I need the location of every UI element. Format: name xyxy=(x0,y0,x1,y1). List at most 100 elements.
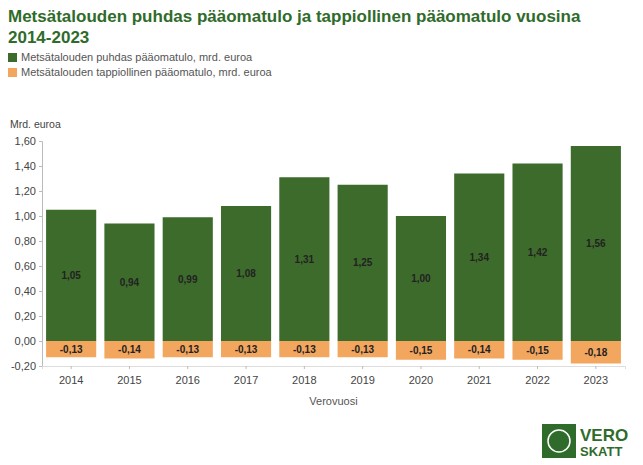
x-tick-mark xyxy=(71,366,72,369)
y-axis-line xyxy=(39,142,43,367)
data-label: -0,18 xyxy=(584,347,607,358)
logo-text: VERO xyxy=(580,426,628,445)
data-label: -0,14 xyxy=(468,344,491,355)
bar xyxy=(512,164,562,342)
y-tick-mark xyxy=(39,266,42,267)
bar xyxy=(163,217,213,341)
y-tick: 0,80 xyxy=(15,235,42,247)
bar xyxy=(512,341,562,360)
y-axis-title: Mrd. euroa xyxy=(10,118,61,130)
x-tick-mark xyxy=(362,366,363,369)
data-label: 1,08 xyxy=(236,268,256,279)
logo-icon xyxy=(542,424,576,458)
x-tick-label: 2019 xyxy=(350,374,374,386)
y-tick-mark xyxy=(39,341,42,342)
data-label: -0,14 xyxy=(118,344,141,355)
x-tick: 2018 xyxy=(292,366,316,386)
x-tick-mark xyxy=(595,366,596,369)
x-tick: 2017 xyxy=(234,366,258,386)
bar xyxy=(221,341,271,357)
chart: Metsätalouden puhdas pääomatulo ja tappi… xyxy=(0,0,643,465)
bar xyxy=(104,224,154,342)
data-label: 0,99 xyxy=(178,274,198,285)
x-axis-line xyxy=(43,367,626,370)
y-tick-label: 0,20 xyxy=(15,310,36,322)
y-tick: 1,00 xyxy=(15,210,42,222)
x-tick: 2023 xyxy=(584,366,608,386)
title-line: Metsätalouden puhdas pääomatulo ja tappi… xyxy=(8,7,581,26)
x-tick-label: 2017 xyxy=(234,374,258,386)
bar xyxy=(454,341,504,359)
bar xyxy=(454,174,504,342)
bar xyxy=(279,341,329,357)
x-tick: 2014 xyxy=(59,366,83,386)
data-label: 0,94 xyxy=(120,277,140,288)
x-tick: 2019 xyxy=(350,366,374,386)
x-tick: 2015 xyxy=(117,366,141,386)
x-tick: 2021 xyxy=(467,366,491,386)
data-label: 1,42 xyxy=(528,247,548,258)
x-tick-label: 2021 xyxy=(467,374,491,386)
y-tick-mark xyxy=(39,241,42,242)
y-tick-label: 0,00 xyxy=(15,335,36,347)
legend-swatch xyxy=(8,53,17,62)
data-label: 1,00 xyxy=(411,273,431,284)
x-tick-label: 2018 xyxy=(292,374,316,386)
y-tick: 1,60 xyxy=(15,135,42,147)
bar xyxy=(279,177,329,341)
title: Metsätalouden puhdas pääomatulo ja tappi… xyxy=(8,7,581,47)
data-label: -0,13 xyxy=(293,344,316,355)
y-tick-mark xyxy=(39,141,42,142)
data-label: 1,56 xyxy=(586,238,606,249)
bar xyxy=(104,341,154,359)
logo-text: SKATT xyxy=(580,444,622,459)
y-tick-mark xyxy=(39,166,42,167)
y-tick-mark xyxy=(39,291,42,292)
y-tick-mark xyxy=(39,191,42,192)
y-tick-mark xyxy=(39,316,42,317)
logo: VEROSKATT xyxy=(542,424,628,459)
x-tick: 2016 xyxy=(176,366,200,386)
y-tick-label: 0,60 xyxy=(15,260,36,272)
y-axis: -0,20 0,00 0,20 0,40 0,60 0,80 1,00 1,20 1,40 1,6… xyxy=(11,135,43,372)
y-tick: -0,20 xyxy=(11,360,42,372)
data-label: 1,34 xyxy=(470,252,490,263)
data-label: -0,15 xyxy=(526,345,549,356)
bars xyxy=(46,146,621,364)
x-tick-label: 2016 xyxy=(176,374,200,386)
y-tick-label: 1,40 xyxy=(15,160,36,172)
x-axis: 2014 2015 2016 2017 2018 2019 2020 2021 2022 2023 xyxy=(43,366,626,386)
x-tick-mark xyxy=(420,366,421,369)
x-tick-label: 2020 xyxy=(409,374,433,386)
bar xyxy=(221,206,271,341)
x-tick-label: 2023 xyxy=(584,374,608,386)
logo-icon-ring xyxy=(548,430,570,452)
x-tick-label: 2022 xyxy=(525,374,549,386)
x-tick-mark xyxy=(304,366,305,369)
data-labels: 1,050,940,991,081,311,251,001,341,421,56… xyxy=(60,238,608,358)
bar xyxy=(571,341,621,364)
x-axis-title: Verovuosi xyxy=(309,395,357,407)
data-label: 1,31 xyxy=(295,254,315,265)
y-tick-label: 1,00 xyxy=(15,210,36,222)
data-label: -0,15 xyxy=(410,345,433,356)
x-tick-mark xyxy=(537,366,538,369)
y-tick-label: -0,20 xyxy=(11,360,36,372)
y-tick: 0,60 xyxy=(15,260,42,272)
legend-label: Metsätalouden tappiollinen pääomatulo, m… xyxy=(21,66,273,78)
bar xyxy=(338,341,388,357)
bar xyxy=(46,341,96,357)
bar xyxy=(338,185,388,341)
x-tick-mark xyxy=(479,366,480,369)
y-tick: 0,20 xyxy=(15,310,42,322)
bar xyxy=(571,146,621,341)
y-tick: 0,00 xyxy=(15,335,42,347)
data-label: -0,13 xyxy=(60,344,83,355)
legend-swatch xyxy=(8,68,17,77)
y-tick: 1,20 xyxy=(15,185,42,197)
legend-label: Metsätalouden puhdas pääomatulo, mrd. eu… xyxy=(21,51,253,63)
x-tick-mark xyxy=(187,366,188,369)
bar xyxy=(396,216,446,341)
y-tick-mark xyxy=(39,216,42,217)
y-tick-label: 0,40 xyxy=(15,285,36,297)
